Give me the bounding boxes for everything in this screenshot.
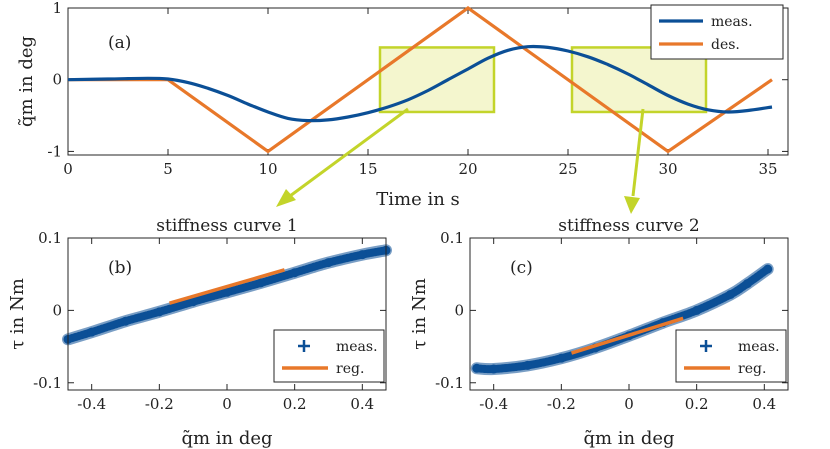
y-tick-label: 0 [454,301,464,319]
legend-label-meas: meas. [711,14,753,30]
meas-point [472,363,482,373]
x-tick-label: 25 [558,160,577,178]
x-tick-label: 30 [658,160,677,178]
y-axis-label-b: τ in Nm [7,278,28,350]
meas-point [763,264,773,274]
regression-line [570,316,684,355]
y-tick-label: 0 [52,301,62,319]
legend-label-des: des. [711,37,740,53]
x-axis-label-b: q̃m in deg [181,428,272,449]
legend-label-meas: meas. [336,339,378,355]
x-tick-label: 0.4 [752,395,776,413]
legend-label-reg: reg. [336,361,364,377]
x-tick-label: -0.2 [547,395,576,413]
x-tick-label: 5 [163,160,173,178]
x-axis-label-a: Time in s [376,189,460,210]
x-tick-label: 35 [758,160,777,178]
panel-b: -0.4 -0.2 0 0.2 0.4 -0.1 0 0.1 (b) stiffness curv… [7,216,392,449]
panel-title-b: stiffness curve 1 [156,216,297,236]
x-tick-label: -0.4 [479,395,508,413]
panel-title-c: stiffness curve 2 [558,216,699,236]
axes-box [67,7,789,156]
legend-label-reg: reg. [738,361,766,377]
meas-point [87,327,97,337]
arrow-1-shaft [289,107,409,198]
x-tick-label: -0.2 [145,395,174,413]
legend-label-meas: meas. [738,339,780,355]
meas-point [154,307,164,317]
series-line-meas [67,44,773,123]
x-tick-label: 0.2 [283,395,307,413]
meas-point [725,289,735,299]
meas-point [692,305,702,315]
panel-c: -0.4 -0.2 0 0.2 0.4 -0.1 0 0.1 (c) stiffness curv… [409,216,789,449]
panel-a: 0 5 10 15 20 25 30 35-101(a)meas.des.Time in sq… [16,0,789,210]
x-tick-label: 0 [624,395,634,413]
y-tick-label: 1 [52,0,62,17]
x-tick-label: 0 [222,395,232,413]
arrow-2-shaft [631,108,645,197]
arrow-2-head [624,196,640,214]
meas-point [523,360,533,370]
meas-point [188,297,198,307]
y-tick-label: -0.1 [435,374,464,392]
legend-box [675,329,787,383]
panel-label-a: (a) [108,33,131,53]
legend-marker-meas [700,340,712,352]
y-tick-label: -0.1 [33,374,62,392]
meas-point [489,364,499,374]
arrow-1-head [276,189,296,207]
y-axis-label-c: τ in Nm [409,278,430,350]
meas-point [742,279,752,289]
regression-line [169,268,285,305]
x-tick-label: 0.4 [350,395,374,413]
x-tick-label: 15 [358,160,377,178]
connector-arrows [276,107,645,214]
meas-point [556,353,566,363]
meas-point [222,287,232,297]
x-tick-label: 10 [258,160,277,178]
legend-box [650,4,784,60]
meas-point [256,278,266,288]
y-tick-label: -1 [47,142,62,160]
y-axis-label-a: q̃m in deg [16,36,37,127]
x-tick-label: 20 [458,160,477,178]
y-tick-label: 0.1 [440,229,464,247]
legend-box [273,329,385,383]
panel-label-b: (b) [108,258,132,278]
meas-point [290,268,300,278]
x-tick-label: 0 [63,160,73,178]
meas-point [323,258,333,268]
meas-point [121,316,131,326]
meas-point [357,250,367,260]
y-tick-label: 0.1 [38,229,62,247]
x-tick-label: -0.4 [77,395,106,413]
x-axis-label-c: q̃m in deg [583,428,674,449]
y-tick-label: 0 [52,71,62,89]
x-tick-label: 0.2 [685,395,709,413]
panel-label-c: (c) [510,258,533,278]
legend-marker-meas [298,340,310,352]
